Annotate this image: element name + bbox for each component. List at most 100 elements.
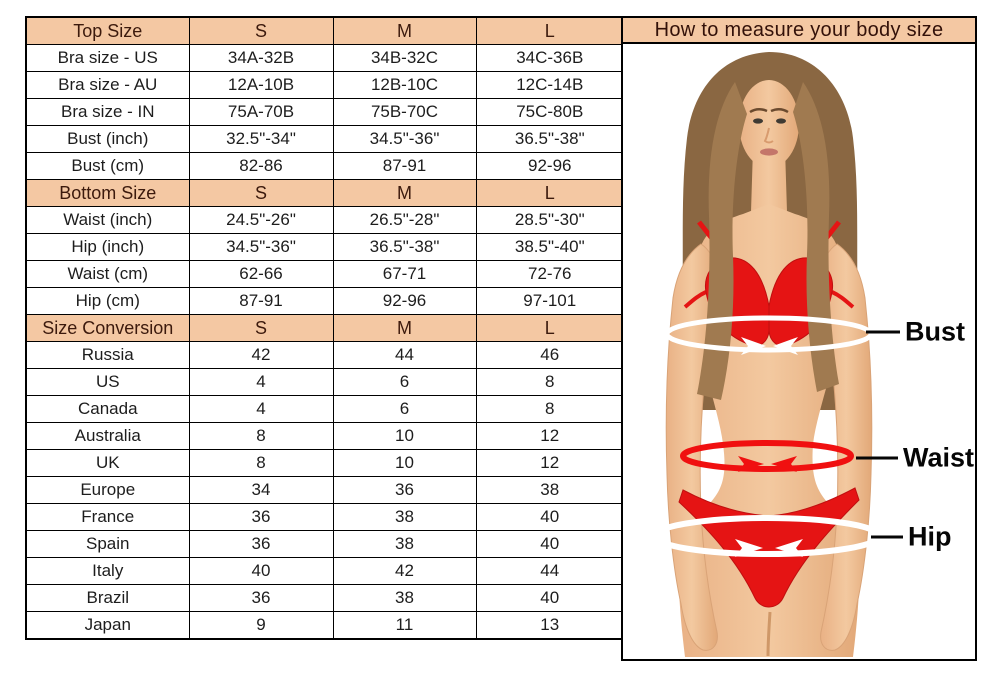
value-cell: 42 — [188, 341, 334, 369]
row-label-cell: Japan — [25, 611, 190, 640]
value-cell: 12A-10B — [188, 71, 334, 99]
hip-label: Hip — [871, 522, 952, 553]
value-cell: 9 — [188, 611, 334, 640]
row-label-cell: Bra size - AU — [25, 71, 190, 99]
measure-guide-title: How to measure your body size — [621, 16, 977, 44]
value-cell: 97-101 — [475, 287, 625, 315]
value-cell: 62-66 — [188, 260, 334, 288]
row-label-cell: France — [25, 503, 190, 531]
section-header-row: Top Size S M L — [25, 16, 625, 45]
value-cell: 36 — [188, 530, 334, 558]
hip-label-text: Hip — [908, 521, 952, 552]
table-row: Italy 40 42 44 — [25, 557, 625, 585]
section-header-row: Bottom Size S M L — [25, 179, 625, 207]
row-label-cell: Bra size - US — [25, 44, 190, 72]
table-row: Hip (cm) 87-91 92-96 97-101 — [25, 287, 625, 315]
value-cell: 28.5"-30" — [475, 206, 625, 234]
value-cell: 24.5"-26" — [188, 206, 334, 234]
table-row: Brazil 36 38 40 — [25, 584, 625, 612]
bust-label: Bust — [866, 317, 965, 348]
value-cell: M — [332, 179, 477, 207]
value-cell: 40 — [188, 557, 334, 585]
value-cell: 92-96 — [475, 152, 625, 180]
hip-dash-line — [871, 535, 903, 539]
value-cell: 36 — [332, 476, 477, 504]
row-label-cell: Hip (inch) — [25, 233, 190, 261]
row-label-cell: Australia — [25, 422, 190, 450]
bust-label-text: Bust — [905, 316, 965, 347]
value-cell: 13 — [475, 611, 625, 640]
size-chart-table: Top Size S M L Bra size - US 34A-32B 34B-32C 34… — [25, 16, 625, 640]
value-cell: 4 — [188, 395, 334, 423]
table-row: Bust (cm) 82-86 87-91 92-96 — [25, 152, 625, 180]
bust-dash-line — [866, 330, 900, 334]
value-cell: 38.5"-40" — [475, 233, 625, 261]
row-label-cell: Waist (cm) — [25, 260, 190, 288]
row-label-cell: US — [25, 368, 190, 396]
table-row: Hip (inch) 34.5"-36" 36.5"-38" 38.5"-40" — [25, 233, 625, 261]
table-row: US 4 6 8 — [25, 368, 625, 396]
measure-guide-title-text: How to measure your body size — [654, 18, 944, 41]
value-cell: 44 — [475, 557, 625, 585]
measure-guide-photo: Bust Waist Hip — [621, 42, 977, 661]
row-label-cell: Russia — [25, 341, 190, 369]
waist-label-text: Waist — [903, 442, 975, 473]
value-cell: M — [332, 314, 477, 342]
value-cell: 34A-32B — [188, 44, 334, 72]
table-row: Canada 4 6 8 — [25, 395, 625, 423]
row-label-cell: Waist (inch) — [25, 206, 190, 234]
value-cell: 12 — [475, 422, 625, 450]
value-cell: S — [188, 314, 334, 342]
section-header-row: Size Conversion S M L — [25, 314, 625, 342]
row-label-cell: Hip (cm) — [25, 287, 190, 315]
value-cell: 6 — [332, 395, 477, 423]
value-cell: M — [332, 16, 477, 45]
row-label-cell: Europe — [25, 476, 190, 504]
value-cell: 8 — [475, 368, 625, 396]
value-cell: S — [188, 179, 334, 207]
table-row: Bra size - US 34A-32B 34B-32C 34C-36B — [25, 44, 625, 72]
value-cell: 75C-80B — [475, 98, 625, 126]
row-label-cell: Top Size — [25, 16, 190, 45]
table-row: Bra size - IN 75A-70B 75B-70C 75C-80B — [25, 98, 625, 126]
value-cell: 8 — [188, 449, 334, 477]
table-row: Russia 42 44 46 — [25, 341, 625, 369]
row-label-cell: Bra size - IN — [25, 98, 190, 126]
table-row: Australia 8 10 12 — [25, 422, 625, 450]
face-features — [749, 108, 789, 156]
value-cell: S — [188, 16, 334, 45]
table-row: Spain 36 38 40 — [25, 530, 625, 558]
value-cell: 44 — [332, 341, 477, 369]
measurement-model-illustration — [652, 52, 882, 657]
value-cell: 4 — [188, 368, 334, 396]
model-neck — [739, 148, 799, 220]
row-label-cell: Bottom Size — [25, 179, 190, 207]
table-row: Japan 9 11 13 — [25, 611, 625, 640]
value-cell: 36 — [188, 584, 334, 612]
model-face — [739, 80, 799, 168]
value-cell: 38 — [332, 584, 477, 612]
table-row: Waist (inch) 24.5"-26" 26.5"-28" 28.5"-30" — [25, 206, 625, 234]
value-cell: 12 — [475, 449, 625, 477]
table-row: Bust (inch) 32.5"-34" 34.5"-36" 36.5"-38" — [25, 125, 625, 153]
value-cell: 38 — [332, 503, 477, 531]
table-row: France 36 38 40 — [25, 503, 625, 531]
value-cell: 34 — [188, 476, 334, 504]
table-row: Waist (cm) 62-66 67-71 72-76 — [25, 260, 625, 288]
value-cell: L — [475, 314, 625, 342]
value-cell: 92-96 — [332, 287, 477, 315]
value-cell: L — [475, 16, 625, 45]
row-label-cell: Brazil — [25, 584, 190, 612]
value-cell: 12C-14B — [475, 71, 625, 99]
value-cell: 6 — [332, 368, 477, 396]
value-cell: 46 — [475, 341, 625, 369]
row-label-cell: Canada — [25, 395, 190, 423]
value-cell: 38 — [475, 476, 625, 504]
row-label-cell: Size Conversion — [25, 314, 190, 342]
value-cell: 40 — [475, 530, 625, 558]
thigh-crease — [766, 611, 772, 657]
value-cell: 36 — [188, 503, 334, 531]
row-label-cell: Spain — [25, 530, 190, 558]
value-cell: 10 — [332, 422, 477, 450]
value-cell: 26.5"-28" — [332, 206, 477, 234]
